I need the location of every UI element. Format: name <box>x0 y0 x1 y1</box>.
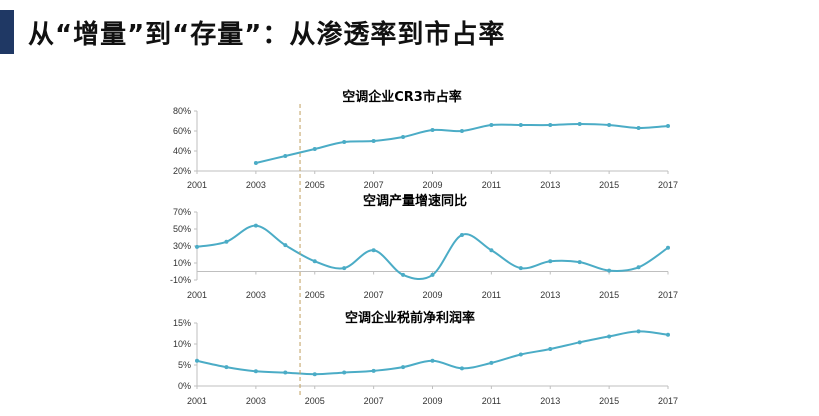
chart-2-xtick-label: 2015 <box>599 290 619 300</box>
chart-3-xtick-label: 2007 <box>364 396 384 406</box>
chart-3-xtick-label: 2001 <box>187 396 207 406</box>
chart-3-xtick-label: 2003 <box>246 396 266 406</box>
chart-2-data-point <box>577 260 582 265</box>
chart-3-data-point <box>283 370 288 375</box>
chart-1-ytick-label: 60% <box>173 126 191 136</box>
chart-1-xtick-label: 2003 <box>246 180 266 190</box>
chart-1-data-point <box>253 161 258 165</box>
chart-2-data-point <box>518 266 523 271</box>
chart-1-data-point <box>577 122 582 126</box>
chart-2-data-point <box>607 268 612 273</box>
chart-3-data-point <box>548 347 553 352</box>
chart-1-data-point <box>636 126 641 130</box>
chart-2-data-point <box>371 248 376 253</box>
chart-3-data-point <box>666 332 670 337</box>
chart-2-data-point <box>430 272 435 277</box>
chart-2-data-point <box>666 245 670 250</box>
chart-1-xtick-label: 2011 <box>482 180 501 190</box>
chart-2-data-point <box>489 248 494 253</box>
chart-1-data-point <box>489 123 494 127</box>
chart-1-data-point <box>401 135 406 139</box>
chart-1-data-point <box>312 147 317 151</box>
chart-2-ytick-label: 30% <box>173 241 191 251</box>
chart-2-xtick-label: 2017 <box>658 290 678 300</box>
chart-3-ytick-label: 5% <box>178 360 191 370</box>
chart-1-data-point <box>430 128 435 132</box>
chart-3-xtick-label: 2005 <box>305 396 325 406</box>
chart-3-ytick-label: 15% <box>173 318 191 328</box>
chart-3-xtick-label: 2015 <box>599 396 619 406</box>
chart-3-data-point <box>253 369 258 374</box>
chart-3-series-line <box>196 330 669 376</box>
chart-3-data-point <box>459 366 464 371</box>
chart-3-data-point <box>518 352 523 357</box>
chart-3-ytick-label: 0% <box>178 381 191 391</box>
chart-2-data-point <box>253 223 258 228</box>
chart-3-xtick-label: 2017 <box>658 396 678 406</box>
chart-1-data-point <box>548 123 553 127</box>
chart-2-ytick-label: 10% <box>173 258 191 268</box>
chart-2-ytick-label: 50% <box>173 224 191 234</box>
chart-1-xtick-label: 2001 <box>187 180 207 190</box>
chart-2-xtick-label: 2009 <box>422 290 442 300</box>
chart-1-xtick-label: 2017 <box>658 180 678 190</box>
chart-1-data-point <box>371 139 376 143</box>
chart-3-data-point <box>312 372 317 377</box>
chart-2-title: 空调产量增速同比 <box>363 193 467 209</box>
chart-3-data-point <box>577 340 582 345</box>
chart-3-data-point <box>371 368 376 373</box>
chart-1-xtick-label: 2005 <box>305 180 325 190</box>
chart-1-xtick-label: 2007 <box>364 180 384 190</box>
chart-3-data-point <box>224 365 229 370</box>
chart-2-data-point <box>459 232 464 237</box>
chart-2-xtick-label: 2007 <box>364 290 384 300</box>
chart-1-title: 空调企业CR3市占率 <box>342 89 462 105</box>
chart-2-data-point <box>195 244 199 249</box>
title-accent-bar <box>0 10 14 54</box>
chart-1-ytick-label: 20% <box>173 166 191 176</box>
chart-2-xtick-label: 2005 <box>305 290 325 300</box>
chart-2-series-line <box>196 224 669 280</box>
chart-1-data-point <box>607 123 612 127</box>
chart-1-ytick-label: 80% <box>173 106 191 116</box>
chart-2-xtick-label: 2011 <box>482 290 501 300</box>
chart-2-xtick-label: 2003 <box>246 290 266 300</box>
chart-1-data-point <box>342 140 347 144</box>
chart-1-xtick-label: 2015 <box>599 180 619 190</box>
chart-2-data-point <box>342 266 347 271</box>
chart-1-data-point <box>459 129 464 133</box>
chart-2-data-point <box>636 265 641 270</box>
chart-3-data-point <box>607 334 612 339</box>
chart-2-xtick-label: 2013 <box>540 290 560 300</box>
slide-title: 从“增量”到“存量”：从渗透率到市占率 <box>28 20 506 50</box>
chart-2-ytick-label: -10% <box>170 275 191 285</box>
chart-1-ytick-label: 40% <box>173 146 191 156</box>
chart-3-data-point <box>430 358 435 363</box>
chart-2-xtick-label: 2001 <box>187 290 207 300</box>
chart-2-data-point <box>548 259 553 264</box>
chart-3-data-point <box>636 329 641 334</box>
chart-1-xtick-label: 2013 <box>540 180 560 190</box>
chart-3-xtick-label: 2011 <box>482 396 501 406</box>
chart-3-xtick-label: 2009 <box>422 396 442 406</box>
chart-3-data-point <box>342 370 347 375</box>
chart-3-title: 空调企业税前净利润率 <box>345 310 475 326</box>
chart-2-data-point <box>401 272 406 277</box>
chart-2-data-point <box>224 239 229 244</box>
chart-3-xtick-label: 2013 <box>540 396 560 406</box>
chart-3-data-point <box>401 365 406 370</box>
chart-3-data-point <box>195 358 199 363</box>
chart-2-data-point <box>312 259 317 264</box>
chart-1-data-point <box>518 123 523 127</box>
chart-1-data-point <box>283 154 288 158</box>
chart-1-data-point <box>666 124 670 128</box>
chart-2-ytick-label: 70% <box>173 207 191 217</box>
chart-2-data-point <box>283 243 288 248</box>
chart-3-data-point <box>489 360 494 365</box>
chart-1-xtick-label: 2009 <box>422 180 442 190</box>
chart-3-ytick-label: 10% <box>173 339 191 349</box>
